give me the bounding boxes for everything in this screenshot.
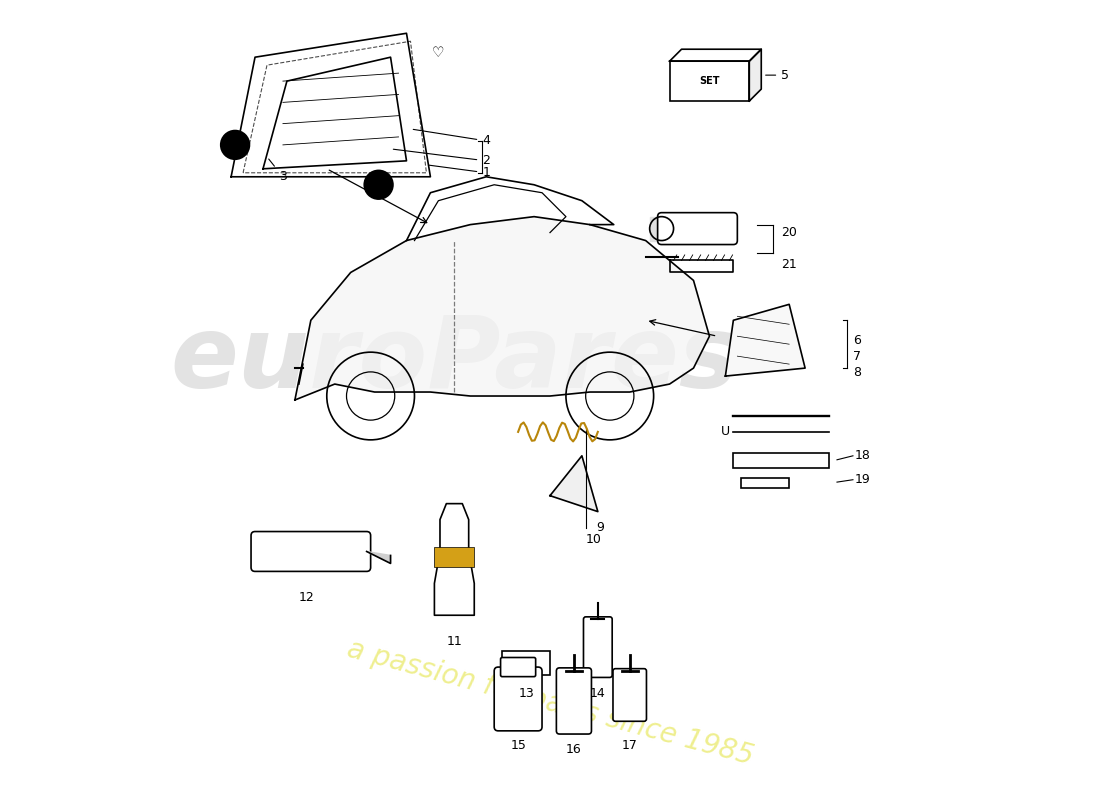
Text: 6: 6 bbox=[852, 334, 861, 346]
Text: 9: 9 bbox=[596, 521, 604, 534]
Text: 20: 20 bbox=[781, 226, 798, 239]
Text: 3: 3 bbox=[268, 159, 287, 183]
Text: 1: 1 bbox=[429, 165, 491, 179]
Text: 13: 13 bbox=[518, 687, 534, 700]
Text: euroPares: euroPares bbox=[170, 312, 738, 409]
FancyBboxPatch shape bbox=[670, 61, 749, 101]
FancyBboxPatch shape bbox=[500, 658, 536, 677]
FancyBboxPatch shape bbox=[583, 617, 613, 678]
FancyBboxPatch shape bbox=[741, 478, 789, 488]
Text: 17: 17 bbox=[621, 739, 638, 752]
Text: 21: 21 bbox=[781, 258, 796, 271]
Polygon shape bbox=[434, 504, 474, 615]
Text: 14: 14 bbox=[590, 687, 606, 700]
Polygon shape bbox=[725, 304, 805, 376]
Text: 10: 10 bbox=[586, 533, 602, 546]
Text: 4: 4 bbox=[414, 130, 491, 147]
FancyBboxPatch shape bbox=[613, 669, 647, 722]
Text: 16: 16 bbox=[566, 743, 582, 756]
Polygon shape bbox=[295, 217, 710, 400]
Polygon shape bbox=[550, 456, 597, 512]
FancyBboxPatch shape bbox=[658, 213, 737, 245]
FancyBboxPatch shape bbox=[734, 454, 829, 468]
Text: 2: 2 bbox=[394, 150, 491, 167]
FancyBboxPatch shape bbox=[251, 531, 371, 571]
FancyBboxPatch shape bbox=[503, 651, 550, 675]
Text: 11: 11 bbox=[447, 635, 462, 648]
Text: 8: 8 bbox=[852, 366, 861, 378]
Text: 18: 18 bbox=[855, 450, 870, 462]
Circle shape bbox=[221, 130, 250, 159]
FancyBboxPatch shape bbox=[494, 667, 542, 731]
Text: SET: SET bbox=[700, 76, 719, 86]
Text: U: U bbox=[720, 426, 730, 438]
Text: 19: 19 bbox=[855, 474, 870, 486]
Text: 15: 15 bbox=[510, 739, 526, 752]
Text: ♡: ♡ bbox=[432, 46, 444, 60]
FancyBboxPatch shape bbox=[434, 547, 474, 567]
Polygon shape bbox=[670, 50, 761, 61]
Text: 5: 5 bbox=[766, 69, 789, 82]
Polygon shape bbox=[749, 50, 761, 101]
FancyBboxPatch shape bbox=[557, 668, 592, 734]
Text: 7: 7 bbox=[852, 350, 861, 362]
Text: 12: 12 bbox=[299, 591, 315, 604]
Text: a passion for parts since 1985: a passion for parts since 1985 bbox=[343, 635, 757, 770]
Polygon shape bbox=[366, 551, 390, 563]
Circle shape bbox=[364, 170, 393, 199]
